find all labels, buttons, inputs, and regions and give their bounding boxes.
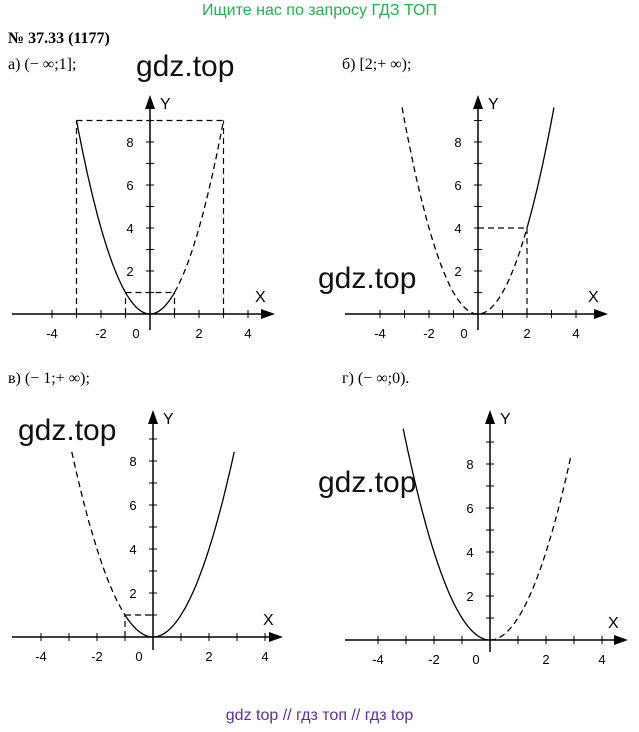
y-axis-name: Y (500, 411, 511, 428)
y-tick-label: 4 (454, 221, 461, 236)
x-axis-name: X (263, 612, 274, 629)
panel-c-label: в) (− 1;+ ∞); (8, 370, 90, 387)
parabola-solid (526, 107, 555, 229)
y-axis-arrow (148, 410, 158, 424)
y-axis-arrow (473, 95, 483, 109)
graph-panel-d: -4 -2 0 2 4 2 4 6 8 X Y (345, 410, 628, 667)
watermark-3: gdz.top (18, 414, 117, 447)
x-tick-label: 4 (572, 326, 579, 341)
x-tick-label: -2 (95, 326, 107, 341)
y-axis-arrow (485, 410, 495, 424)
parabola-dashed (489, 454, 572, 641)
x-axis-arrow (261, 309, 275, 319)
y-tick-label: 6 (126, 178, 133, 193)
graph-panel-c: -4 -2 0 2 4 2 4 6 8 X Y (12, 410, 283, 664)
y-tick-label: 4 (466, 545, 473, 560)
y-tick-label: 2 (466, 589, 473, 604)
y-tick-label: 6 (454, 178, 461, 193)
y-tick-label: 6 (466, 501, 473, 516)
x-tick-label: -4 (374, 326, 386, 341)
footer-links[interactable]: gdz top // гдз топ // гдз top (225, 707, 414, 724)
panel-a-label: а) (− ∞;1]; (8, 56, 77, 73)
x-tick-label: 4 (598, 652, 605, 667)
x-axis-name: X (588, 289, 599, 306)
graph-panel-b: -4 -2 0 2 4 2 4 6 8 X Y (345, 95, 608, 341)
y-tick-label: 2 (129, 586, 136, 601)
x-axis-name: X (255, 289, 266, 306)
x-tick-label: 0 (472, 652, 479, 667)
x-tick-label: 2 (523, 326, 530, 341)
y-axis-name: Y (163, 411, 174, 428)
watermark-2: gdz.top (318, 262, 417, 295)
y-tick-label: 6 (129, 498, 136, 513)
panel-d-label: г) (− ∞;0). (342, 370, 410, 387)
x-tick-label: -2 (428, 652, 440, 667)
x-axis-arrow (269, 632, 283, 642)
x-tick-label: 4 (244, 326, 251, 341)
x-axis-name: X (608, 615, 619, 632)
parabola-dashed (173, 120, 225, 293)
graph-panel-a: -4 -2 0 2 4 2 4 6 8 X Y (12, 95, 275, 341)
x-tick-label: -4 (35, 649, 47, 664)
y-tick-label: 4 (126, 221, 133, 236)
y-axis-name: Y (488, 96, 499, 113)
y-tick-label: 2 (126, 264, 133, 279)
x-tick-label: 0 (132, 326, 139, 341)
y-axis-arrow (145, 95, 155, 109)
x-tick-label: 0 (135, 649, 142, 664)
parabola-solid (402, 428, 491, 641)
y-tick-label: 4 (129, 542, 136, 557)
x-tick-label: -4 (372, 652, 384, 667)
parabola-solid (124, 451, 235, 638)
x-tick-label: -2 (91, 649, 103, 664)
watermark-4: gdz.top (318, 466, 417, 499)
x-axis-arrow (614, 635, 628, 645)
parabola-dashed (71, 451, 126, 616)
x-tick-label: 4 (261, 649, 268, 664)
x-axis-arrow (594, 309, 608, 319)
x-tick-label: 2 (195, 326, 202, 341)
parabola-dashed (401, 107, 528, 315)
x-tick-label: -4 (46, 326, 58, 341)
search-banner[interactable]: Ищите нас по запросу ГДЗ ТОП (202, 2, 437, 19)
y-axis-name: Y (160, 96, 171, 113)
x-tick-label: 0 (460, 326, 467, 341)
y-tick-label: 8 (126, 135, 133, 150)
y-tick-label: 8 (466, 457, 473, 472)
x-tick-label: -2 (423, 326, 435, 341)
y-tick-label: 2 (454, 264, 461, 279)
y-tick-label: 8 (454, 135, 461, 150)
x-tick-label: 2 (205, 649, 212, 664)
x-tick-label: 2 (542, 652, 549, 667)
panel-b-label: б) [2;+ ∞); (342, 56, 412, 73)
y-tick-label: 8 (129, 454, 136, 469)
watermark-1: gdz.top (136, 50, 235, 83)
problem-number: № 37.33 (1177) (8, 30, 110, 47)
